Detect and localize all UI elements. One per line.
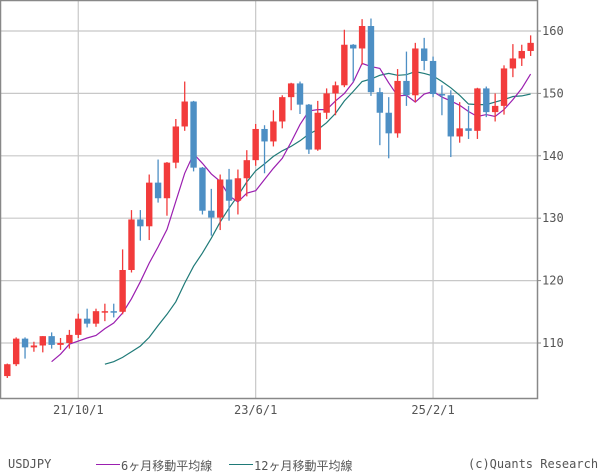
candle	[57, 338, 64, 350]
candle	[137, 210, 144, 241]
legend: USDJPY 6ヶ月移動平均線 12ヶ月移動平均線 (c)Quants Rese…	[0, 455, 600, 475]
candle	[474, 87, 481, 139]
candle	[358, 19, 366, 65]
candle	[314, 100, 321, 151]
y-tick-label: 140	[542, 149, 564, 163]
y-tick-label: 120	[542, 274, 564, 288]
legend-ma6-label: 6ヶ月移動平均線	[121, 459, 213, 473]
candle	[4, 363, 11, 378]
candle	[12, 337, 20, 367]
y-axis: 110 120 130 140 150 160	[537, 24, 564, 350]
candle	[465, 105, 472, 139]
x-tick-label: 21/10/1	[53, 403, 104, 417]
copyright: (c)Quants Research	[468, 457, 599, 471]
candle	[48, 332, 55, 349]
candle	[350, 44, 357, 82]
y-tick-label: 110	[542, 336, 564, 350]
gridlines	[0, 0, 537, 398]
candle	[172, 118, 180, 169]
candle	[305, 104, 313, 154]
candle	[341, 29, 348, 88]
candle	[509, 44, 517, 78]
candle	[296, 81, 304, 114]
x-tick-label: 25/2/1	[411, 403, 454, 417]
legend-ma12-label: 12ヶ月移動平均線	[254, 459, 353, 473]
candle	[403, 51, 410, 106]
candle	[483, 86, 490, 118]
candles	[4, 18, 534, 378]
candle	[500, 65, 508, 115]
legend-ma12: 12ヶ月移動平均線	[229, 457, 352, 474]
candle	[438, 85, 446, 116]
candle	[181, 81, 188, 131]
candle	[119, 249, 126, 315]
y-tick-label: 160	[542, 24, 564, 38]
candle	[420, 37, 428, 71]
candle	[92, 308, 100, 327]
candle	[429, 56, 437, 98]
x-axis: 21/10/1 23/6/1 25/2/1	[53, 403, 455, 417]
legend-ma6: 6ヶ月移動平均線	[96, 457, 212, 474]
candle	[394, 69, 401, 138]
candle	[199, 167, 206, 215]
candle	[279, 95, 286, 129]
plot-frame	[0, 0, 539, 400]
candle	[101, 303, 109, 322]
ma12-swatch-icon	[229, 464, 253, 465]
candle	[30, 341, 38, 352]
candle	[491, 93, 499, 122]
candle	[21, 337, 29, 359]
candle	[154, 159, 162, 203]
legend-symbol: USDJPY	[8, 457, 52, 471]
candle	[83, 308, 91, 328]
candle	[323, 88, 330, 119]
candle	[75, 313, 82, 339]
candle	[39, 336, 46, 353]
candle	[243, 150, 250, 197]
candle	[225, 168, 233, 221]
candle	[234, 169, 242, 215]
candle	[412, 42, 419, 103]
candle	[146, 174, 153, 241]
candle	[128, 210, 135, 273]
candle	[261, 125, 268, 174]
candle	[163, 162, 171, 216]
ma6-swatch-icon	[96, 464, 120, 465]
candle	[252, 123, 259, 166]
candle	[385, 97, 392, 159]
candle	[287, 82, 295, 111]
candle	[216, 174, 224, 231]
y-tick-label: 150	[542, 86, 564, 100]
candle	[332, 81, 339, 116]
y-tick-label: 130	[542, 211, 564, 225]
candle	[270, 110, 277, 147]
candle	[376, 87, 384, 146]
candle	[110, 303, 117, 318]
candle	[208, 188, 215, 236]
candle	[518, 44, 525, 66]
candle	[367, 18, 375, 96]
candlestick-chart: 110 120 130 140 150 160 21/10/1 23/6/1 25/2/1	[0, 0, 564, 417]
candle	[66, 329, 73, 349]
candle	[456, 102, 463, 143]
x-tick-label: 23/6/1	[234, 403, 277, 417]
candle	[447, 90, 454, 158]
candle	[190, 100, 197, 172]
candle	[527, 35, 534, 56]
